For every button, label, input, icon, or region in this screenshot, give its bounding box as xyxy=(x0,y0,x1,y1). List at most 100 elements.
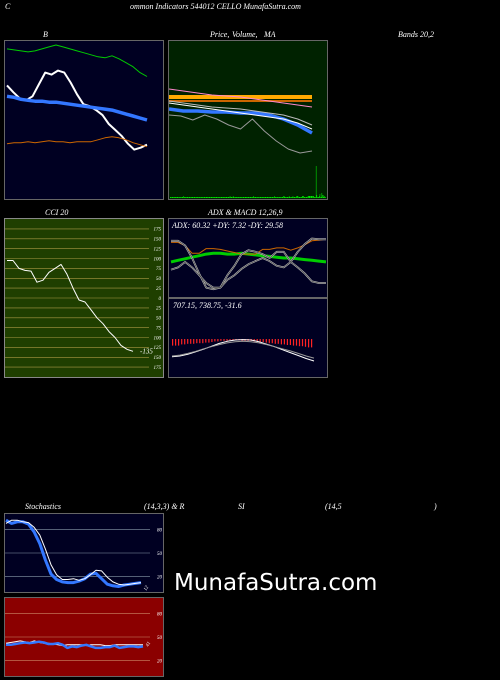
cci-line xyxy=(7,260,134,352)
stochastics-panel: 80 50 20 12 xyxy=(4,513,164,593)
macd-histogram-bar xyxy=(178,339,180,346)
cci-tick-label: 150 xyxy=(154,238,162,243)
cci-tick-label: 25 xyxy=(156,307,162,312)
volume-bar xyxy=(183,197,185,198)
volume-bar xyxy=(311,196,312,198)
volume-bar xyxy=(195,197,196,198)
volume-bar xyxy=(283,196,284,198)
volume-bar xyxy=(210,197,211,198)
volume-bar xyxy=(233,197,234,198)
volume-bar xyxy=(237,197,238,198)
volume-bar xyxy=(200,197,201,198)
cci-tick-label: 150 xyxy=(154,356,162,361)
volume-bar xyxy=(185,197,186,198)
volume-bar xyxy=(300,197,301,198)
volume-bar xyxy=(257,197,258,198)
stoch-title: Stochastics xyxy=(25,502,61,511)
cci-tick-label: 175 xyxy=(154,366,162,371)
volume-bar xyxy=(274,196,275,198)
volume-bar xyxy=(304,197,306,198)
volume-bar xyxy=(304,197,305,198)
volume-bar xyxy=(258,197,260,198)
stoch-k-line xyxy=(5,518,142,588)
volume-bar xyxy=(261,197,263,198)
volume-bar xyxy=(287,197,288,198)
volume-bar xyxy=(297,196,298,198)
volume-bar xyxy=(227,197,228,198)
adx-chart xyxy=(170,237,327,291)
volume-bar xyxy=(209,197,211,198)
volume-bar xyxy=(247,197,248,198)
volume-bar xyxy=(315,197,316,198)
cci-tick-label: 125 xyxy=(154,247,162,252)
volume-bar xyxy=(253,197,255,198)
volume-bar xyxy=(319,194,321,198)
volume-bar xyxy=(178,197,180,198)
rsi-title: SI xyxy=(238,502,245,511)
macd-histogram-bar xyxy=(199,339,201,344)
macd-histogram-bar xyxy=(202,339,204,344)
volume-bar xyxy=(179,197,180,198)
volume-bar xyxy=(197,197,198,198)
volume-bar xyxy=(261,197,262,198)
cci-panel: 175 150 125 100 75 50 25 0 25 50 75 100 125 150 175 -13… xyxy=(4,218,164,378)
volume-bar xyxy=(321,197,322,198)
macd-histogram-bar xyxy=(217,339,219,342)
macd-histogram-bar xyxy=(220,339,222,341)
volume-bar xyxy=(271,197,272,198)
volume-bar xyxy=(243,197,244,198)
volume-bar xyxy=(255,197,256,198)
price-title: Price, xyxy=(210,30,230,39)
volume-bar xyxy=(270,197,272,198)
macd-histogram-bar xyxy=(283,339,285,345)
volume-bar xyxy=(292,196,294,198)
macd-histogram-bar xyxy=(268,339,270,344)
macd-histogram-bar xyxy=(193,339,195,344)
volume-bar xyxy=(195,197,197,198)
volume-bar xyxy=(221,197,223,198)
volume-bar xyxy=(186,197,187,198)
header-c: C xyxy=(5,2,11,11)
volume-bar xyxy=(198,197,200,198)
bands-title: Bands 20,2 xyxy=(398,30,434,39)
macd-histogram-bar xyxy=(184,339,186,345)
volume-bar xyxy=(226,197,228,198)
volume-bar xyxy=(226,197,227,198)
volume-bar xyxy=(314,197,315,198)
volume-bar xyxy=(202,197,203,198)
cci-tick-label: 0 xyxy=(159,297,162,302)
rsi-tick-label: 80 xyxy=(157,613,163,618)
volume-bar xyxy=(235,197,236,198)
bollinger-title: B xyxy=(43,30,48,39)
volume-bar xyxy=(283,196,285,198)
volume-bar xyxy=(301,197,302,198)
volume-bar xyxy=(321,193,323,198)
volume-bar xyxy=(290,197,291,198)
stoch-tick-label: 20 xyxy=(157,575,163,580)
volume-bar xyxy=(313,196,314,198)
volume-bar xyxy=(180,197,182,198)
volume-bar xyxy=(308,196,309,198)
volume-bar xyxy=(276,197,278,198)
volume-bar xyxy=(187,197,189,198)
volume-bar xyxy=(322,195,324,198)
volume-bar xyxy=(303,196,304,198)
volume-bar xyxy=(269,197,270,198)
volume-bar xyxy=(250,197,251,198)
volume-bar xyxy=(293,197,294,198)
cci-current-label: -135 xyxy=(140,347,153,355)
volume-bar xyxy=(213,197,214,198)
volume-bar xyxy=(182,197,183,198)
volume-bar xyxy=(270,197,271,198)
volume-bar xyxy=(317,197,318,198)
volume-bar xyxy=(293,197,295,198)
volume-bar xyxy=(256,197,257,198)
rsi-params-close: ) xyxy=(434,502,437,511)
volume-bar xyxy=(222,197,224,198)
volume-bar xyxy=(225,197,226,198)
watermark: MunafaSutra.com xyxy=(174,570,378,596)
ma-white xyxy=(169,102,313,130)
volume-bar xyxy=(288,197,289,198)
volume-bar xyxy=(300,197,302,198)
volume-bar xyxy=(315,166,317,198)
